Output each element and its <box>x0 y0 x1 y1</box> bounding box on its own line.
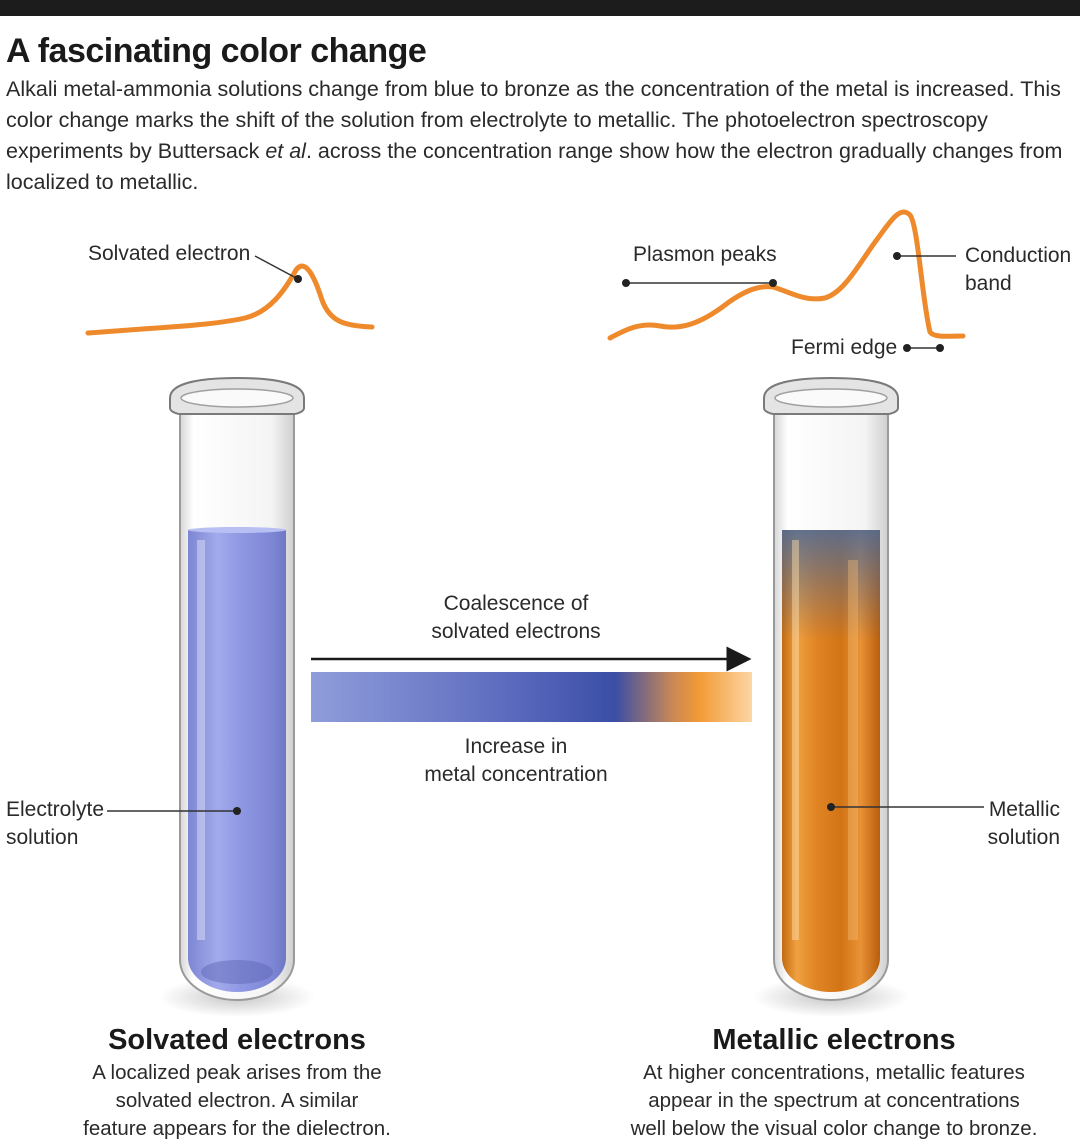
conduction-band-label: Conduction band <box>965 242 1071 298</box>
solvated-caption-line3: feature appears for the dielectron. <box>83 1117 391 1140</box>
fermi-edge-label: Fermi edge <box>791 336 898 359</box>
metallic-caption-line1: At higher concentrations, metallic featu… <box>643 1061 1025 1084</box>
solvated-electron-leader <box>254 255 299 280</box>
plasmon-peaks-dot-left <box>622 279 630 287</box>
conduction-band-dot <box>893 252 901 260</box>
bronze-test-tube <box>753 376 909 1017</box>
increase-label-line2: metal concentration <box>424 763 608 786</box>
fermi-edge-dot-right <box>936 344 944 352</box>
fermi-edge-dot-left <box>903 344 911 352</box>
metallic-solution-label-line1: Metallic <box>988 798 1060 821</box>
electrolyte-solution-label-line2: solution <box>6 826 79 849</box>
electrolyte-solution-dot <box>233 807 241 815</box>
coalescence-label: Coalescence of solvated electrons <box>371 590 661 646</box>
solvated-spectrum-curve <box>85 263 375 336</box>
electrolyte-solution-label: Electrolyte solution <box>6 796 104 852</box>
concentration-gradient-bar <box>311 672 752 722</box>
conduction-band-label-line1: Conduction <box>965 244 1072 267</box>
increase-label: Increase in metal concentration <box>371 733 661 789</box>
increase-label-line1: Increase in <box>464 735 568 758</box>
metallic-solution-dot <box>827 803 835 811</box>
solvated-electrons-caption: A localized peak arises from the solvate… <box>37 1059 437 1143</box>
solvated-electron-dot <box>294 275 302 283</box>
intro-text-part2: . across the concentration range show ho… <box>6 139 1063 194</box>
page-title: A fascinating color change <box>6 32 427 70</box>
solvated-caption-line2: solvated electron. A similar <box>115 1089 359 1112</box>
intro-text: Alkali metal-ammonia solutions change fr… <box>6 74 1066 198</box>
metallic-electrons-caption: At higher concentrations, metallic featu… <box>604 1059 1064 1143</box>
plasmon-peaks-label: Plasmon peaks <box>633 243 777 266</box>
coalescence-label-line2: solvated electrons <box>431 620 601 643</box>
conduction-band-label-line2: band <box>965 272 1012 295</box>
electrolyte-solution-label-line1: Electrolyte <box>6 798 105 821</box>
top-rule <box>0 0 1080 16</box>
solvated-caption-line1: A localized peak arises from the <box>92 1061 382 1084</box>
metallic-caption-line3: well below the visual color change to br… <box>630 1117 1038 1140</box>
blue-test-tube <box>159 376 315 1017</box>
metallic-spectrum-curve <box>607 209 966 341</box>
metallic-caption-line2: appear in the spectrum at concentrations <box>648 1089 1020 1112</box>
solvated-electron-label: Solvated electron <box>88 242 251 265</box>
metallic-solution-label: Metallic solution <box>960 796 1060 852</box>
intro-text-part1: Alkali metal-ammonia solutions change fr… <box>6 77 1061 163</box>
plasmon-peaks-dot-right <box>769 279 777 287</box>
solvated-electrons-heading: Solvated electrons <box>108 1024 366 1056</box>
coalescence-label-line1: Coalescence of <box>443 592 589 615</box>
metallic-electrons-heading: Metallic electrons <box>712 1024 956 1056</box>
intro-text-italic: et al <box>265 139 306 163</box>
metallic-solution-label-line2: solution <box>987 826 1060 849</box>
